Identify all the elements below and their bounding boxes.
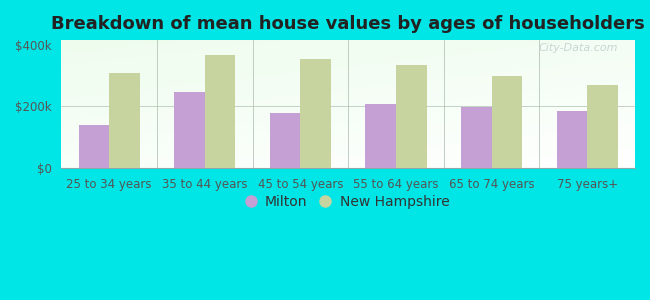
Bar <box>109 73 140 168</box>
Bar <box>491 76 522 168</box>
Bar <box>365 104 396 168</box>
Bar <box>461 107 491 168</box>
Bar <box>174 92 205 168</box>
Bar <box>556 111 587 168</box>
Bar <box>587 85 618 168</box>
Text: City-Data.com: City-Data.com <box>538 43 617 53</box>
Bar <box>396 65 426 168</box>
Bar <box>270 113 300 168</box>
Bar <box>79 125 109 168</box>
Title: Breakdown of mean house values by ages of householders: Breakdown of mean house values by ages o… <box>51 15 645 33</box>
Bar <box>205 55 235 168</box>
Legend: Milton, New Hampshire: Milton, New Hampshire <box>242 190 455 215</box>
Bar <box>300 58 331 168</box>
